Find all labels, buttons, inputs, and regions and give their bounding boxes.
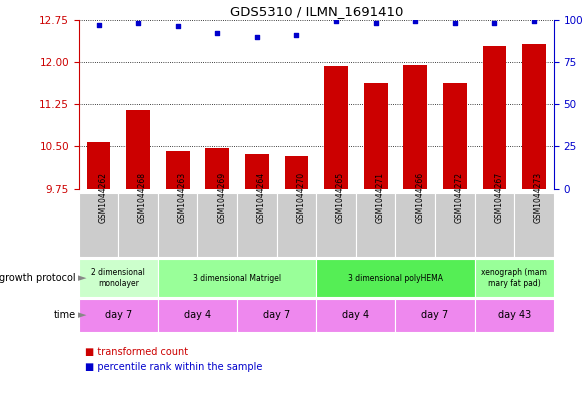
Text: ■ percentile rank within the sample: ■ percentile rank within the sample [85, 362, 262, 373]
Text: growth protocol: growth protocol [0, 273, 76, 283]
Bar [514, 193, 554, 257]
Point [292, 32, 301, 38]
Text: day 7: day 7 [105, 310, 132, 320]
Bar [205, 147, 229, 189]
Point [410, 18, 420, 24]
Bar [87, 142, 110, 189]
Bar [435, 193, 475, 257]
Bar [237, 299, 316, 332]
Bar [443, 83, 467, 189]
Bar [198, 193, 237, 257]
Bar [237, 193, 277, 257]
Point [252, 33, 262, 40]
Text: 3 dimensional Matrigel: 3 dimensional Matrigel [193, 274, 281, 283]
Text: 2 dimensional
monolayer: 2 dimensional monolayer [92, 268, 145, 288]
Text: ►: ► [78, 273, 87, 283]
Title: GDS5310 / ILMN_1691410: GDS5310 / ILMN_1691410 [230, 6, 403, 18]
Point [173, 23, 182, 29]
Text: 3 dimensional polyHEMA: 3 dimensional polyHEMA [348, 274, 443, 283]
Point [94, 22, 103, 28]
Text: day 4: day 4 [184, 310, 211, 320]
Text: GSM1044272: GSM1044272 [455, 172, 464, 223]
Bar [126, 110, 150, 189]
Text: ■ transformed count: ■ transformed count [85, 347, 188, 357]
Text: GSM1044262: GSM1044262 [99, 172, 107, 223]
Text: GSM1044270: GSM1044270 [297, 172, 305, 223]
Bar [285, 156, 308, 189]
Bar [395, 193, 435, 257]
Text: GSM1044265: GSM1044265 [336, 172, 345, 223]
Bar [277, 193, 316, 257]
Bar [79, 259, 158, 297]
Bar [316, 259, 475, 297]
Bar [403, 65, 427, 189]
Text: day 4: day 4 [342, 310, 370, 320]
Bar [166, 151, 189, 189]
Bar [79, 193, 118, 257]
Text: ►: ► [78, 310, 87, 320]
Text: GSM1044266: GSM1044266 [415, 172, 424, 223]
Point [134, 20, 143, 26]
Bar [118, 193, 158, 257]
Bar [522, 44, 546, 189]
Text: time: time [54, 310, 76, 320]
Bar [356, 193, 395, 257]
Text: day 7: day 7 [263, 310, 290, 320]
Point [371, 20, 380, 26]
Point [529, 18, 539, 24]
Bar [79, 299, 158, 332]
Text: GSM1044269: GSM1044269 [217, 172, 226, 223]
Text: day 7: day 7 [422, 310, 449, 320]
Text: day 43: day 43 [498, 310, 531, 320]
Bar [245, 154, 269, 189]
Bar [395, 299, 475, 332]
Bar [316, 299, 395, 332]
Text: GSM1044268: GSM1044268 [138, 172, 147, 223]
Bar [475, 193, 514, 257]
Bar [364, 83, 388, 189]
Bar [483, 46, 506, 189]
Bar [324, 66, 348, 189]
Point [490, 20, 499, 26]
Text: xenograph (mam
mary fat pad): xenograph (mam mary fat pad) [482, 268, 547, 288]
Bar [158, 299, 237, 332]
Bar [158, 259, 316, 297]
Bar [316, 193, 356, 257]
Point [331, 18, 340, 24]
Bar [475, 259, 554, 297]
Text: GSM1044273: GSM1044273 [534, 172, 543, 223]
Text: GSM1044267: GSM1044267 [494, 172, 504, 223]
Point [213, 30, 222, 36]
Text: GSM1044263: GSM1044263 [178, 172, 187, 223]
Bar [158, 193, 198, 257]
Point [450, 20, 459, 26]
Text: GSM1044271: GSM1044271 [375, 172, 385, 223]
Bar [475, 299, 554, 332]
Text: GSM1044264: GSM1044264 [257, 172, 266, 223]
